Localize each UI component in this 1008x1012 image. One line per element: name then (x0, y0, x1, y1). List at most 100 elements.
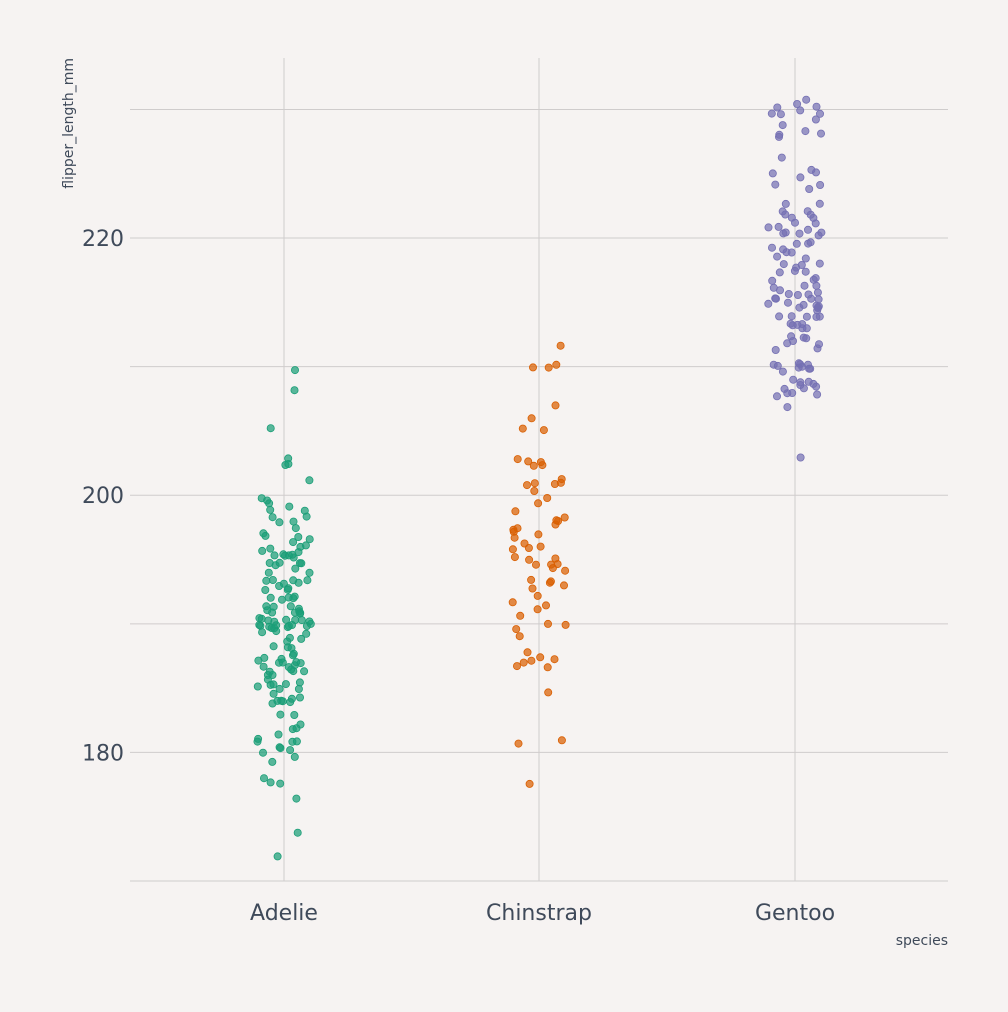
data-point-adelie (286, 746, 295, 755)
data-point-chinstrap (519, 658, 528, 667)
data-point-adelie (294, 604, 303, 613)
data-point-adelie (301, 541, 310, 550)
data-point-adelie (281, 680, 290, 689)
data-point-gentoo (802, 312, 811, 321)
data-point-adelie (289, 667, 298, 676)
data-point-gentoo (779, 260, 788, 269)
data-point-chinstrap (516, 611, 525, 620)
data-point-chinstrap (552, 360, 561, 369)
data-point-chinstrap (523, 648, 532, 657)
data-point-adelie (294, 533, 303, 542)
data-point-gentoo (801, 254, 810, 263)
data-point-adelie (268, 757, 277, 766)
data-point-gentoo (811, 219, 820, 228)
data-point-adelie (281, 460, 290, 469)
y-tick-label: 220 (82, 227, 124, 252)
data-point-adelie (296, 659, 305, 668)
data-point-chinstrap (525, 555, 534, 564)
data-point-chinstrap (548, 564, 557, 573)
data-point-adelie (294, 685, 303, 694)
data-point-chinstrap (508, 545, 517, 554)
data-point-adelie (297, 616, 306, 625)
data-point-chinstrap (544, 363, 553, 372)
data-point-adelie (253, 737, 262, 746)
data-point-gentoo (768, 276, 777, 285)
data-point-adelie (295, 678, 304, 687)
data-point-chinstrap (557, 475, 566, 484)
data-point-gentoo (796, 106, 805, 115)
data-point-gentoo (778, 121, 787, 130)
data-point-gentoo (812, 312, 821, 321)
data-point-adelie (291, 564, 300, 573)
data-point-chinstrap (539, 426, 548, 435)
data-point-chinstrap (527, 575, 536, 584)
data-point-chinstrap (538, 461, 547, 470)
data-point-adelie (268, 576, 277, 585)
data-point-gentoo (806, 364, 815, 373)
data-point-adelie (273, 852, 282, 861)
data-point-gentoo (817, 228, 826, 237)
data-point-adelie (289, 538, 298, 547)
data-point-gentoo (768, 169, 777, 178)
data-point-chinstrap (528, 584, 537, 593)
data-point-adelie (291, 524, 300, 533)
data-point-adelie (258, 546, 267, 555)
data-point-adelie (256, 621, 265, 630)
data-point-chinstrap (561, 620, 570, 629)
data-point-gentoo (769, 283, 778, 292)
data-point-gentoo (782, 248, 791, 257)
data-point-adelie (285, 502, 294, 511)
data-point-chinstrap (561, 566, 570, 575)
data-point-chinstrap (542, 601, 551, 610)
grid (130, 58, 948, 882)
data-point-gentoo (812, 102, 821, 111)
data-point-adelie (305, 535, 314, 544)
data-point-gentoo (778, 367, 787, 376)
data-point-adelie (293, 828, 302, 837)
data-point-chinstrap (511, 507, 520, 516)
data-point-chinstrap (512, 625, 521, 634)
data-point-gentoo (794, 363, 803, 372)
data-point-adelie (294, 548, 303, 557)
data-point-chinstrap (515, 632, 524, 641)
data-point-adelie (266, 544, 275, 553)
data-point-adelie (266, 593, 275, 602)
data-point-gentoo (816, 180, 825, 189)
data-point-gentoo (815, 340, 824, 349)
data-point-chinstrap (560, 581, 569, 590)
data-point-chinstrap (525, 779, 534, 788)
data-point-chinstrap (529, 461, 538, 470)
data-point-adelie (268, 513, 277, 522)
data-point-chinstrap (524, 457, 533, 466)
data-point-adelie (266, 424, 275, 433)
data-point-gentoo (781, 199, 790, 208)
data-point-adelie (286, 698, 295, 707)
data-point-gentoo (802, 334, 811, 343)
data-point-gentoo (792, 263, 801, 272)
data-point-gentoo (811, 115, 820, 124)
data-point-chinstrap (527, 656, 536, 665)
data-point-chinstrap (534, 499, 543, 508)
data-point-chinstrap (530, 486, 539, 495)
x-tick-label: Gentoo (755, 901, 835, 926)
data-point-adelie (266, 778, 275, 787)
data-point-adelie (292, 737, 301, 746)
data-point-gentoo (772, 294, 781, 303)
data-point-adelie (276, 710, 285, 719)
data-point-gentoo (809, 379, 818, 388)
data-point-gentoo (784, 298, 793, 307)
data-point-gentoo (796, 173, 805, 182)
data-point-adelie (286, 602, 295, 611)
data-point-adelie (255, 614, 264, 623)
data-point-adelie (277, 595, 286, 604)
data-point-chinstrap (533, 591, 542, 600)
data-point-gentoo (793, 100, 802, 109)
data-point-gentoo (764, 223, 773, 232)
data-point-gentoo (767, 109, 776, 118)
data-point-adelie (253, 682, 262, 691)
x-axis-title: species (896, 933, 948, 949)
data-point-chinstrap (533, 605, 542, 614)
data-point-adelie (261, 586, 270, 595)
data-point-gentoo (811, 274, 820, 283)
data-point-gentoo (804, 239, 813, 248)
